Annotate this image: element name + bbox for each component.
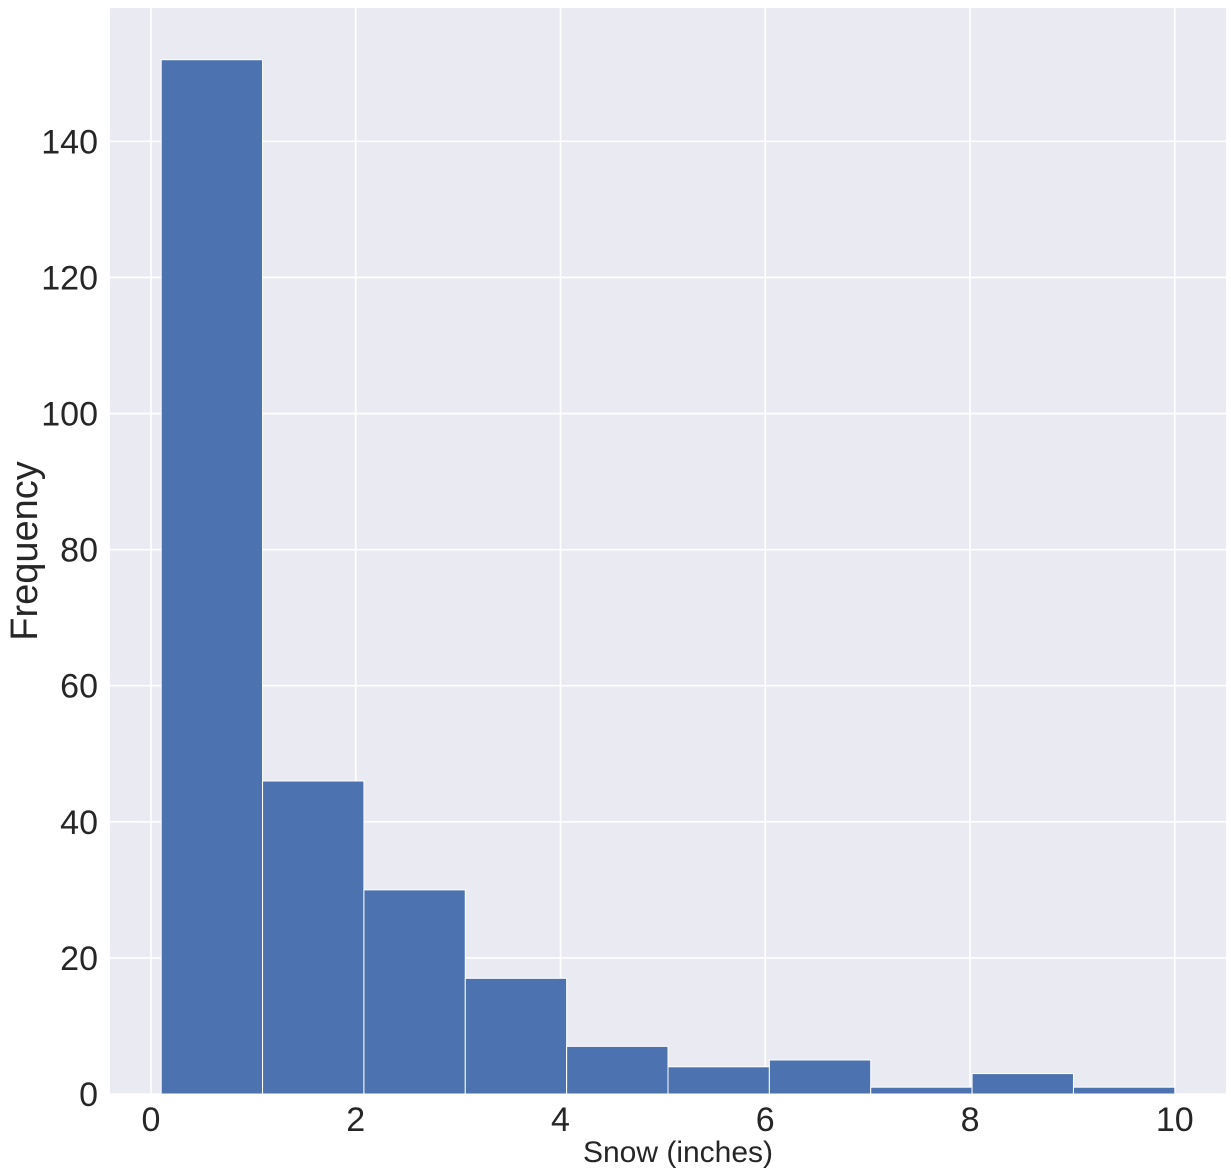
histogram-bar — [363, 889, 466, 1095]
histogram-bar — [768, 1059, 872, 1095]
y-tick-label: 20 — [60, 940, 98, 978]
x-axis-label: Snow (inches) — [583, 1136, 773, 1169]
y-tick-label: 140 — [41, 123, 98, 161]
x-tick-labels: 0 2 4 6 8 10 — [141, 1101, 1193, 1139]
histogram-bar — [870, 1086, 973, 1095]
x-tick-label: 8 — [961, 1101, 980, 1139]
histogram-bar — [667, 1066, 770, 1095]
x-tick-label: 2 — [346, 1101, 365, 1139]
histogram-bar — [160, 59, 264, 1095]
y-axis-label: Frequency — [4, 461, 46, 641]
histogram-bar — [971, 1073, 1074, 1095]
histogram-bar — [262, 780, 365, 1095]
y-tick-label: 40 — [60, 804, 98, 842]
y-tick-label: 120 — [41, 259, 98, 297]
histogram-bar — [1072, 1086, 1176, 1095]
histogram-bar — [464, 977, 568, 1095]
x-tick-label: 10 — [1156, 1101, 1194, 1139]
y-tick-label: 80 — [60, 532, 98, 570]
x-tick-label: 4 — [551, 1101, 570, 1139]
x-tick-label: 6 — [756, 1101, 775, 1139]
histogram-bar — [566, 1045, 669, 1095]
histogram-bars — [160, 59, 1176, 1095]
y-tick-label: 0 — [79, 1076, 98, 1114]
x-tick-label: 0 — [141, 1101, 160, 1139]
y-tick-labels: 0 20 40 60 80 100 120 140 — [41, 123, 98, 1114]
y-tick-label: 60 — [60, 668, 98, 706]
y-tick-label: 100 — [41, 396, 98, 434]
